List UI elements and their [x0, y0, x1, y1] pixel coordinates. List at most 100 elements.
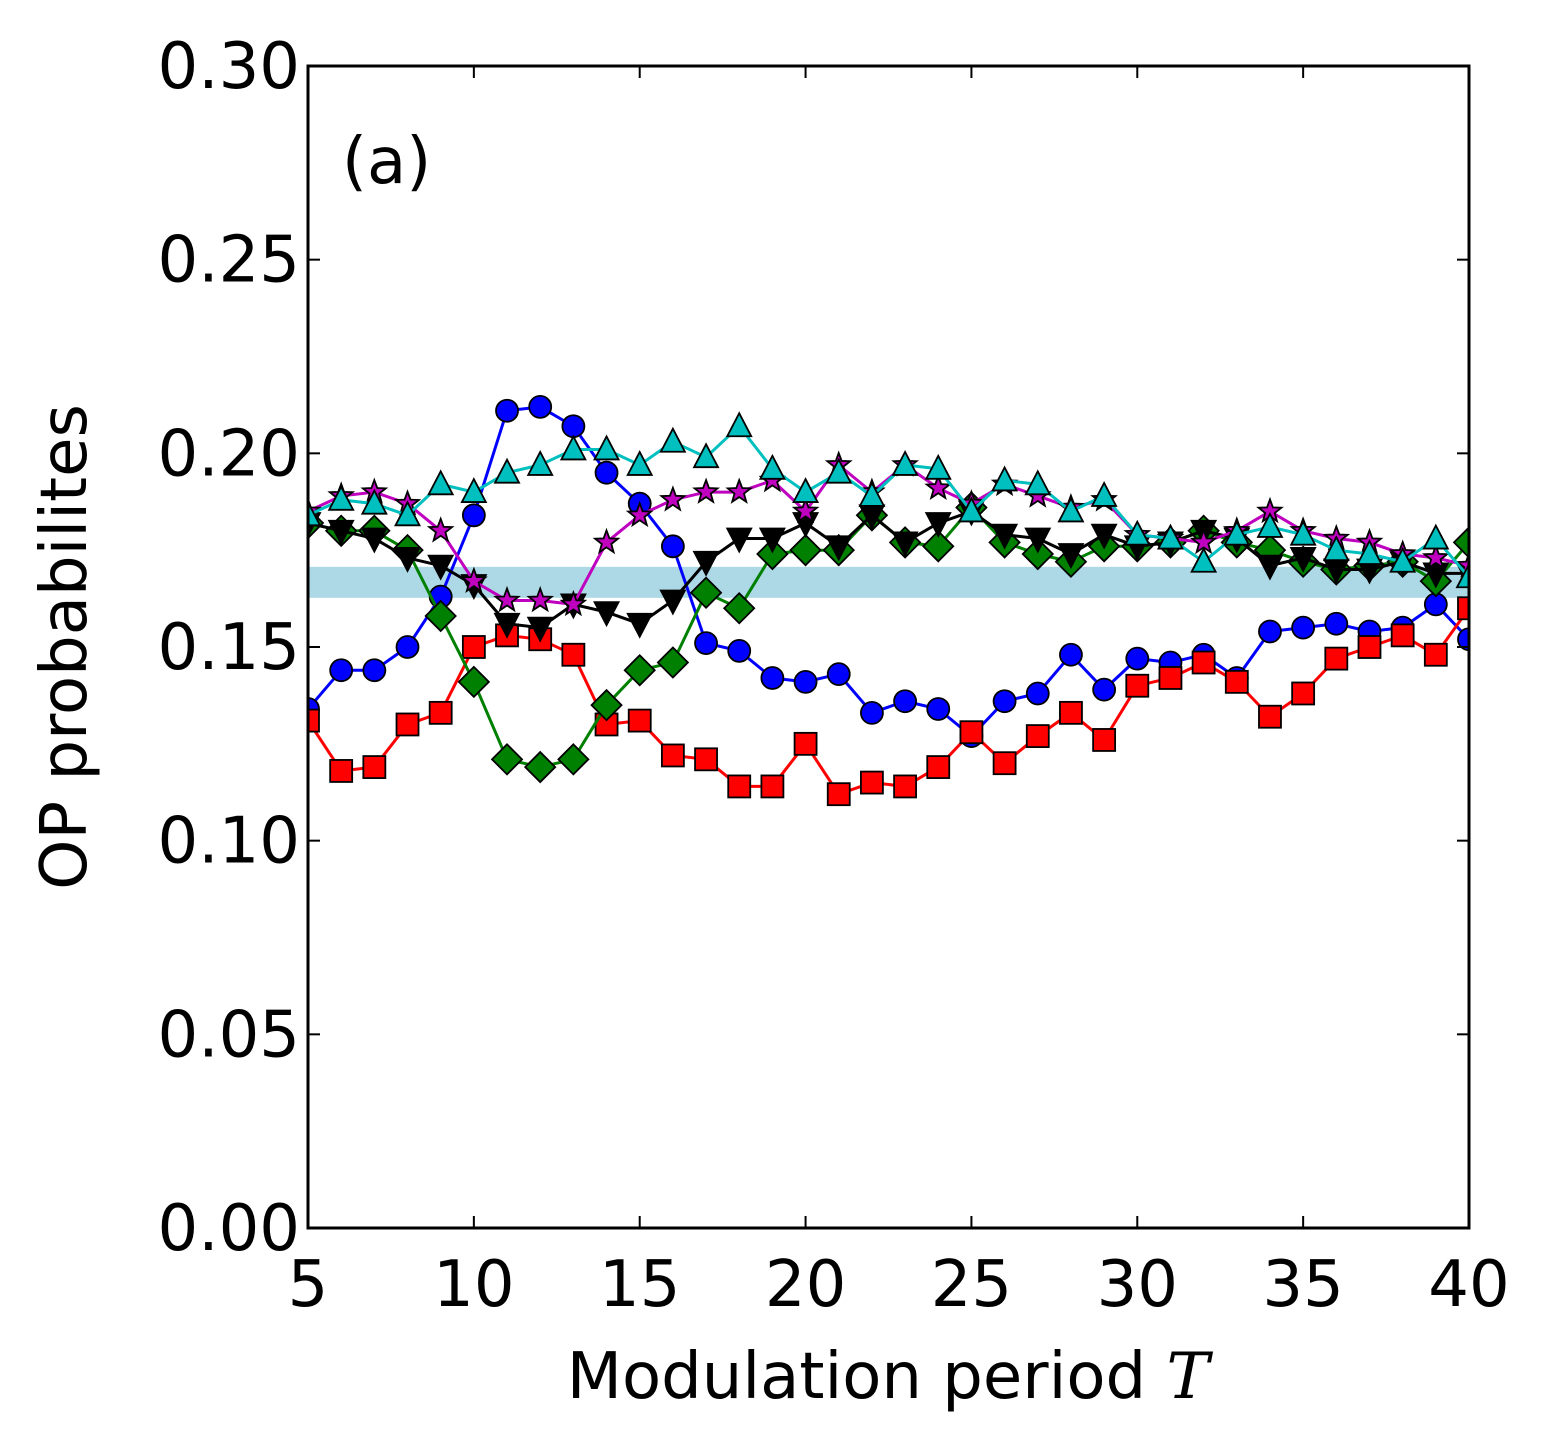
- data-point-cyan-triangle-up: [1090, 480, 1118, 507]
- x-axis-label-variable: T: [1167, 1340, 1214, 1414]
- data-point-red-square: [1357, 635, 1382, 659]
- data-point-magenta-star: [924, 473, 953, 501]
- data-point-blue-circle: [1125, 646, 1150, 671]
- data-point-green-diamond: [557, 743, 590, 776]
- data-point-red-square: [1423, 642, 1448, 667]
- y-tick-label: 0.15: [158, 611, 301, 685]
- data-point-red-square: [329, 759, 354, 783]
- data-point-cyan-triangle-up: [593, 434, 621, 461]
- data-point-red-square: [561, 642, 586, 667]
- data-point-cyan-triangle-up: [1057, 496, 1085, 523]
- data-point-red-square: [461, 635, 486, 659]
- reference-band: [308, 566, 1469, 598]
- data-point-red-square: [1025, 724, 1050, 748]
- data-point-magenta-star: [426, 516, 455, 543]
- data-point-red-square: [860, 770, 884, 795]
- data-point-green-diamond: [590, 688, 623, 722]
- data-point-cyan-triangle-up: [1123, 519, 1151, 546]
- series-cyan-triangle-up: [308, 411, 1469, 589]
- data-point-green-diamond: [1021, 537, 1055, 571]
- data-point-cyan-triangle-up: [626, 450, 654, 476]
- data-point-cyan-triangle-up: [526, 450, 554, 476]
- data-point-black-triangle-down: [427, 554, 455, 581]
- data-point-blue-circle: [461, 503, 486, 528]
- data-point-red-square: [1158, 666, 1183, 690]
- data-point-black-triangle-down: [1024, 527, 1052, 554]
- data-point-cyan-triangle-up: [924, 453, 952, 480]
- data-point-black-triangle-down: [360, 527, 388, 554]
- data-point-red-square: [395, 712, 420, 737]
- data-point-black-triangle-down: [1057, 543, 1085, 569]
- data-point-green-diamond: [490, 743, 524, 776]
- data-point-red-square: [1457, 596, 1469, 621]
- y-tick-label: 0.30: [158, 30, 301, 104]
- data-point-cyan-triangle-up: [559, 434, 587, 461]
- data-point-cyan-triangle-up: [360, 488, 388, 515]
- data-point-black-triangle-down: [825, 535, 853, 562]
- data-point-cyan-triangle-up: [891, 450, 919, 476]
- data-point-black-triangle-down: [526, 616, 554, 643]
- x-tick-label: 15: [599, 1248, 680, 1322]
- data-point-blue-circle: [395, 635, 420, 659]
- y-axis-label: OP probabilites: [28, 404, 102, 890]
- data-point-black-triangle-down: [1256, 554, 1284, 581]
- data-point-red-square: [793, 731, 818, 756]
- data-point-cyan-triangle-up: [327, 484, 355, 511]
- data-point-blue-circle: [1324, 611, 1349, 636]
- data-point-blue-circle: [793, 669, 818, 694]
- data-point-cyan-triangle-up: [1223, 519, 1251, 546]
- data-point-magenta-star: [1421, 543, 1450, 570]
- data-point-blue-circle: [727, 638, 752, 663]
- data-point-black-triangle-down: [1289, 547, 1317, 573]
- data-point-cyan-triangle-up: [1156, 523, 1184, 550]
- y-tick-label: 0.10: [158, 805, 301, 879]
- data-point-red-square: [627, 708, 652, 733]
- data-point-black-triangle-down: [493, 612, 521, 639]
- data-point-red-square: [926, 755, 951, 779]
- x-tick-label: 20: [765, 1248, 846, 1322]
- y-tick-label: 0.05: [158, 998, 301, 1072]
- data-point-red-square: [1224, 669, 1249, 694]
- x-tick-label: 35: [1262, 1248, 1343, 1322]
- data-point-green-diamond: [722, 591, 756, 625]
- data-point-red-square: [694, 747, 718, 772]
- data-point-red-square: [959, 720, 984, 745]
- data-point-cyan-triangle-up: [692, 442, 720, 469]
- data-point-blue-circle: [362, 658, 387, 683]
- data-point-magenta-star: [493, 585, 521, 613]
- data-point-blue-circle: [860, 700, 884, 725]
- data-point-red-square: [1324, 646, 1349, 671]
- y-tick-label: 0.00: [158, 1192, 301, 1266]
- data-point-green-diamond: [789, 533, 822, 567]
- data-point-black-triangle-down: [991, 523, 1019, 550]
- data-point-red-square: [992, 751, 1017, 776]
- x-axis-label: Modulation period T: [567, 1340, 1214, 1414]
- data-point-green-diamond: [921, 530, 955, 563]
- data-point-cyan-triangle-up: [1356, 539, 1383, 565]
- y-tick-label: 0.20: [158, 417, 301, 491]
- data-point-blue-circle: [893, 689, 917, 714]
- data-point-cyan-triangle-up: [308, 500, 322, 527]
- data-point-blue-circle: [660, 534, 685, 559]
- data-point-blue-circle: [1457, 627, 1469, 652]
- data-point-blue-circle: [561, 414, 586, 439]
- data-point-red-square: [893, 774, 917, 799]
- data-point-blue-circle: [760, 666, 785, 690]
- data-point-black-triangle-down: [891, 531, 919, 558]
- x-tick-label: 10: [433, 1248, 514, 1322]
- data-point-blue-circle: [1291, 615, 1316, 640]
- data-point-red-square: [760, 774, 785, 799]
- data-point-magenta-star: [791, 496, 820, 524]
- data-point-green-diamond: [1452, 526, 1469, 559]
- data-point-magenta-star: [725, 477, 754, 504]
- data-point-cyan-triangle-up: [460, 477, 488, 503]
- series-red-square: [308, 596, 1469, 807]
- data-point-red-square: [1390, 623, 1415, 648]
- data-point-cyan-triangle-up: [1289, 519, 1317, 546]
- data-point-cyan-triangle-up: [1190, 546, 1218, 573]
- data-point-cyan-triangle-up: [858, 480, 886, 507]
- data-point-magenta-star: [625, 500, 654, 528]
- data-point-blue-circle: [926, 697, 951, 721]
- data-point-cyan-triangle-up: [1422, 523, 1450, 550]
- data-point-red-square: [660, 743, 685, 768]
